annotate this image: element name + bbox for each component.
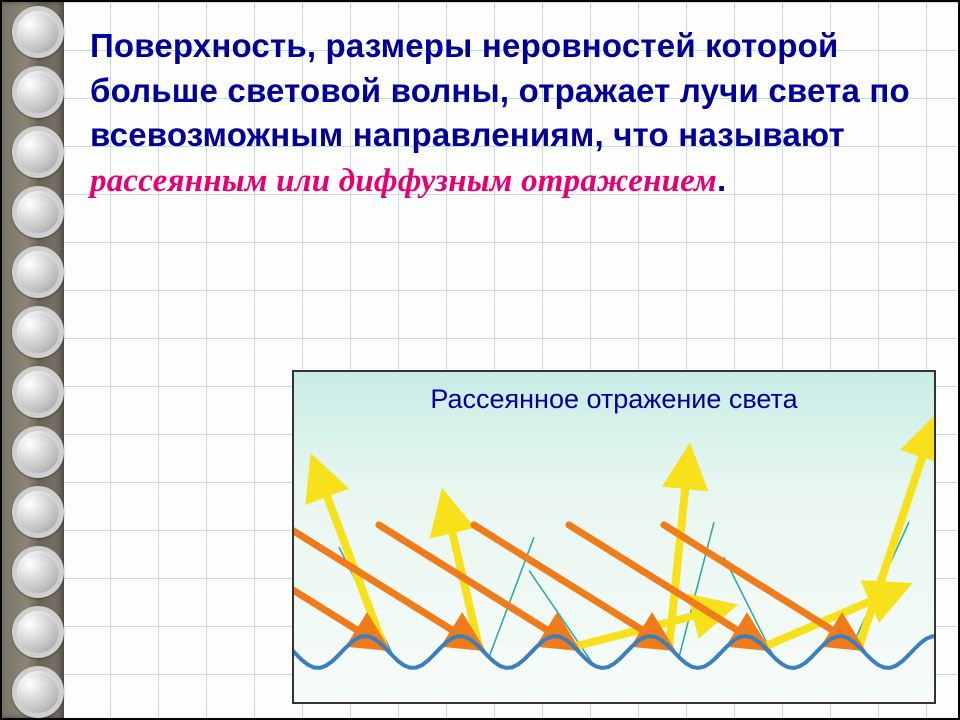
binding-ring [12, 366, 64, 418]
binding-ring [12, 546, 64, 598]
binding-ring [12, 606, 64, 658]
binding-ring [12, 666, 64, 718]
reflection-diagram: Рассеянное отражение света [292, 370, 936, 704]
definition-body: Поверхность, размеры неровностей которой… [90, 27, 910, 153]
binding-ring [12, 66, 64, 118]
binding-ring [12, 306, 64, 358]
binding-ring [12, 126, 64, 178]
diagram-svg [294, 372, 934, 702]
binding-ring [12, 186, 64, 238]
definition-period: . [717, 161, 726, 198]
slide: Поверхность, размеры неровностей которой… [0, 0, 960, 720]
binding-ring [12, 486, 64, 538]
definition-highlight: рассеянным или диффузным отражением [90, 163, 717, 199]
definition-text: Поверхность, размеры неровностей которой… [90, 24, 928, 203]
binding-ring [12, 426, 64, 478]
binding-ring [12, 6, 64, 58]
spiral-binding [2, 2, 64, 718]
binding-ring [12, 246, 64, 298]
